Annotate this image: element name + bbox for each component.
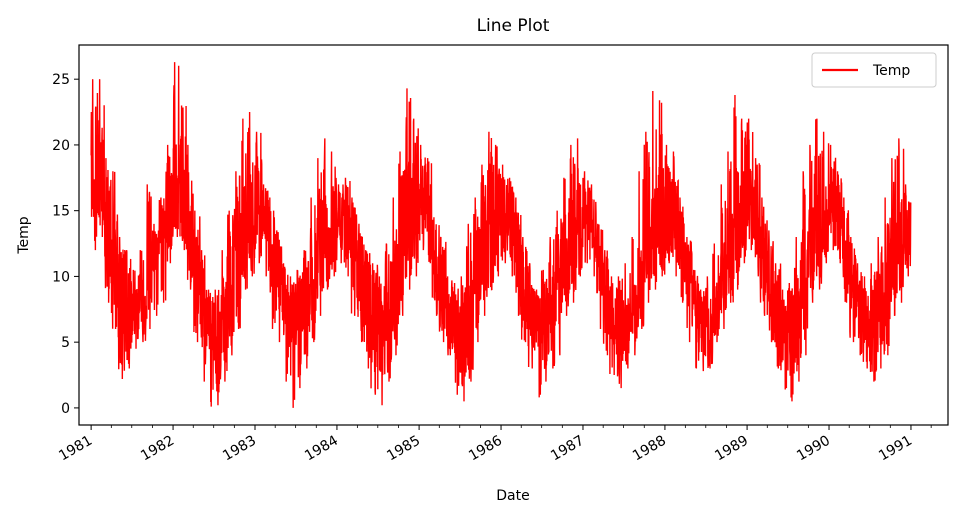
y-tick-label: 0 [61, 401, 70, 417]
legend-label-temp: Temp [872, 63, 910, 79]
y-tick-label: 10 [52, 269, 70, 285]
plot-frame [78, 44, 949, 426]
y-tick-label: 20 [52, 138, 70, 154]
legend: Temp [811, 52, 937, 88]
x-axis-title: Date [496, 488, 529, 504]
legend-box [811, 52, 937, 88]
y-axis-title: Temp [16, 216, 32, 254]
series-line-temp [90, 62, 912, 408]
y-tick-label: 5 [61, 335, 70, 351]
y-tick-label: 15 [52, 204, 70, 220]
chart-title: Line Plot [477, 16, 550, 36]
y-tick-label: 25 [52, 72, 70, 88]
plot-area [90, 62, 912, 408]
